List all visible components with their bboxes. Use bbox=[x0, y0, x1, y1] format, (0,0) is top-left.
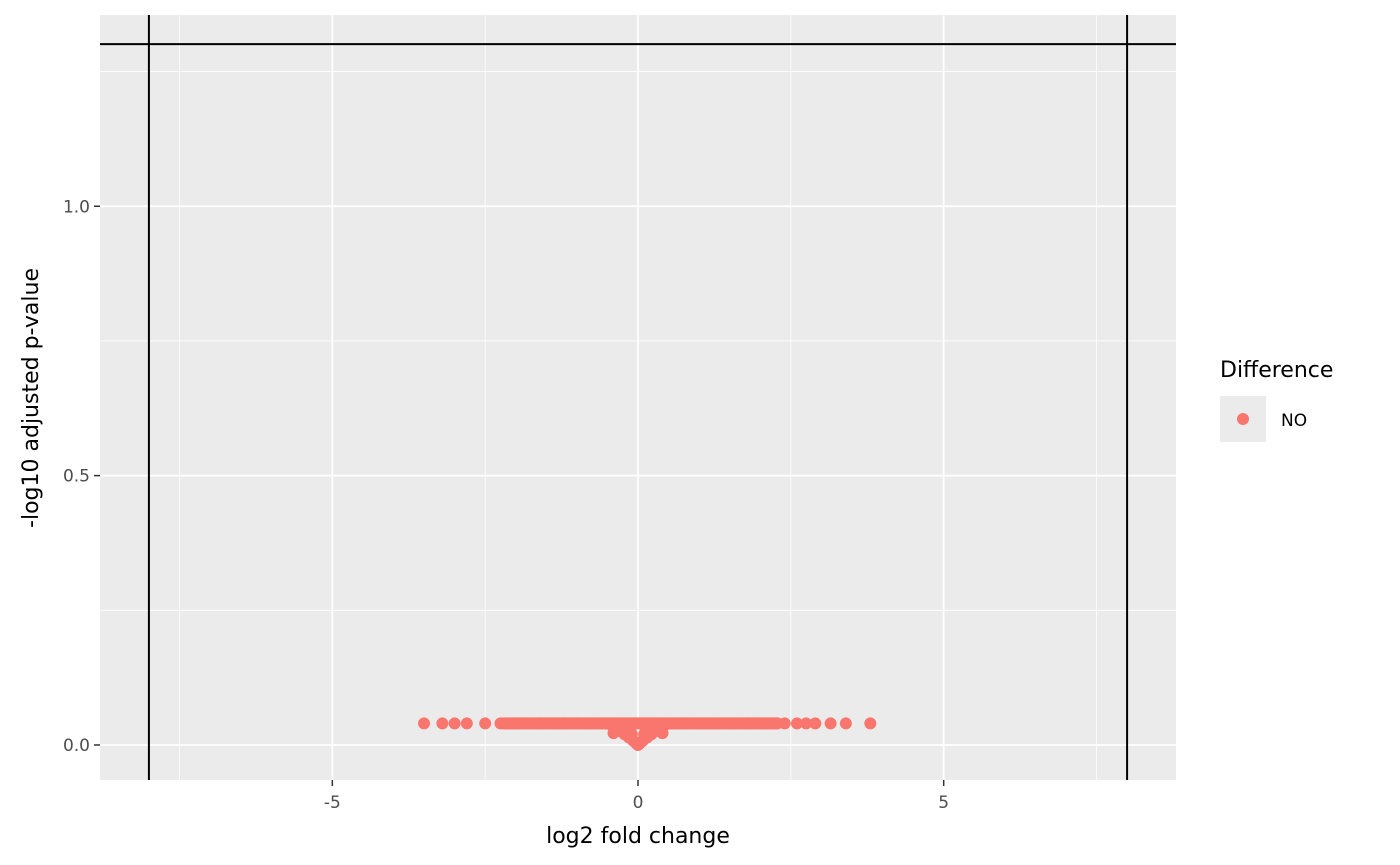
data-point bbox=[864, 717, 877, 730]
data-point bbox=[509, 717, 522, 730]
data-point bbox=[705, 717, 718, 730]
data-point bbox=[800, 717, 813, 730]
x-tick-label: 0 bbox=[633, 793, 644, 813]
data-point bbox=[729, 717, 742, 730]
y-tick-label: 1.0 bbox=[63, 197, 90, 217]
data-point bbox=[742, 717, 755, 730]
x-tick-label: 5 bbox=[938, 793, 949, 813]
data-point bbox=[534, 717, 547, 730]
data-point bbox=[521, 717, 534, 730]
data-point bbox=[656, 727, 669, 740]
data-points bbox=[418, 717, 877, 751]
data-point bbox=[460, 717, 473, 730]
data-point bbox=[824, 717, 837, 730]
data-point bbox=[418, 717, 431, 730]
y-tick-label: 0.5 bbox=[63, 467, 90, 487]
data-point bbox=[668, 717, 681, 730]
legend-title: Difference bbox=[1220, 358, 1333, 383]
axes: -5 0 5 0.0 0.5 1.0 bbox=[63, 197, 949, 813]
data-point bbox=[693, 717, 706, 730]
data-point bbox=[625, 728, 638, 741]
y-tick-label: 0.0 bbox=[63, 736, 90, 756]
data-point bbox=[448, 717, 461, 730]
data-point bbox=[479, 717, 492, 730]
legend: Difference NO bbox=[1220, 358, 1333, 442]
data-point bbox=[778, 717, 791, 730]
data-point bbox=[809, 717, 822, 730]
x-tick-label: -5 bbox=[324, 793, 341, 813]
data-point bbox=[717, 717, 730, 730]
data-point bbox=[558, 717, 571, 730]
legend-label-no: NO bbox=[1281, 411, 1307, 431]
y-axis-title: -log10 adjusted p-value bbox=[19, 268, 44, 528]
data-point bbox=[680, 717, 693, 730]
data-point bbox=[839, 717, 852, 730]
legend-key-point bbox=[1237, 413, 1249, 425]
data-point bbox=[754, 717, 767, 730]
data-point bbox=[790, 717, 803, 730]
data-point bbox=[595, 717, 608, 730]
data-point bbox=[570, 717, 583, 730]
data-point bbox=[546, 717, 559, 730]
data-point bbox=[638, 728, 651, 741]
data-point bbox=[494, 717, 507, 730]
data-point bbox=[436, 717, 449, 730]
data-point bbox=[769, 717, 782, 730]
x-axis-title: log2 fold change bbox=[546, 824, 730, 849]
data-point bbox=[583, 717, 596, 730]
reference-lines bbox=[100, 15, 1176, 780]
data-point bbox=[607, 727, 620, 740]
